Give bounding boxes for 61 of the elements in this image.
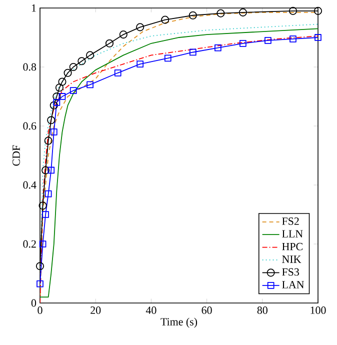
point xyxy=(314,34,322,41)
y-tick-label: 0.4 xyxy=(23,181,36,189)
x-tick-label: 0 xyxy=(38,306,42,314)
point xyxy=(70,87,77,94)
point xyxy=(114,69,122,76)
point xyxy=(53,98,60,106)
point xyxy=(42,211,49,218)
point xyxy=(64,68,72,77)
point xyxy=(119,30,128,39)
x-tick-label: 60 xyxy=(202,306,212,314)
x-axis-title: Time (s) xyxy=(160,318,198,328)
point xyxy=(50,101,58,110)
point xyxy=(47,116,56,124)
x-tick-label: 20 xyxy=(90,306,101,314)
point xyxy=(164,54,172,62)
y-tick-label: 0 xyxy=(31,299,36,307)
point xyxy=(52,92,61,101)
legend-label: HPC xyxy=(282,242,302,250)
point xyxy=(44,136,52,145)
point xyxy=(86,51,94,60)
point xyxy=(86,81,94,88)
point xyxy=(55,84,64,92)
legend-label: FS2 xyxy=(282,218,299,225)
point xyxy=(290,36,296,42)
y-tick-label: 0.8 xyxy=(23,63,36,71)
point xyxy=(36,280,44,288)
y-tick-label: 1 xyxy=(32,4,36,12)
point xyxy=(78,57,86,66)
point xyxy=(36,262,44,270)
point xyxy=(240,40,246,47)
point xyxy=(288,6,298,15)
point xyxy=(50,128,58,136)
point xyxy=(238,8,247,16)
y-tick-label: 0.6 xyxy=(23,122,36,130)
point xyxy=(161,16,170,24)
point xyxy=(44,190,52,198)
y-axis-title: CDF xyxy=(12,145,20,166)
legend-label: NIK xyxy=(282,256,302,263)
point xyxy=(264,37,272,44)
point xyxy=(69,62,78,72)
legend-label: LLN xyxy=(282,230,303,238)
legend-label: FS3 xyxy=(282,268,299,276)
point xyxy=(188,11,197,20)
x-tick-label: 80 xyxy=(257,306,268,314)
point xyxy=(216,9,225,18)
point xyxy=(214,44,222,52)
point xyxy=(42,166,50,174)
x-tick-label: 100 xyxy=(310,306,326,314)
point xyxy=(38,202,47,210)
point xyxy=(314,6,322,15)
x-tick-label: 40 xyxy=(146,306,156,314)
point xyxy=(39,240,46,248)
legend-label: LAN xyxy=(282,281,304,288)
point xyxy=(136,23,144,32)
point xyxy=(105,39,114,48)
point xyxy=(58,78,66,86)
point xyxy=(58,93,66,100)
y-tick-label: 0.2 xyxy=(23,240,36,248)
point xyxy=(189,48,196,56)
point xyxy=(48,166,55,174)
point xyxy=(136,60,144,68)
